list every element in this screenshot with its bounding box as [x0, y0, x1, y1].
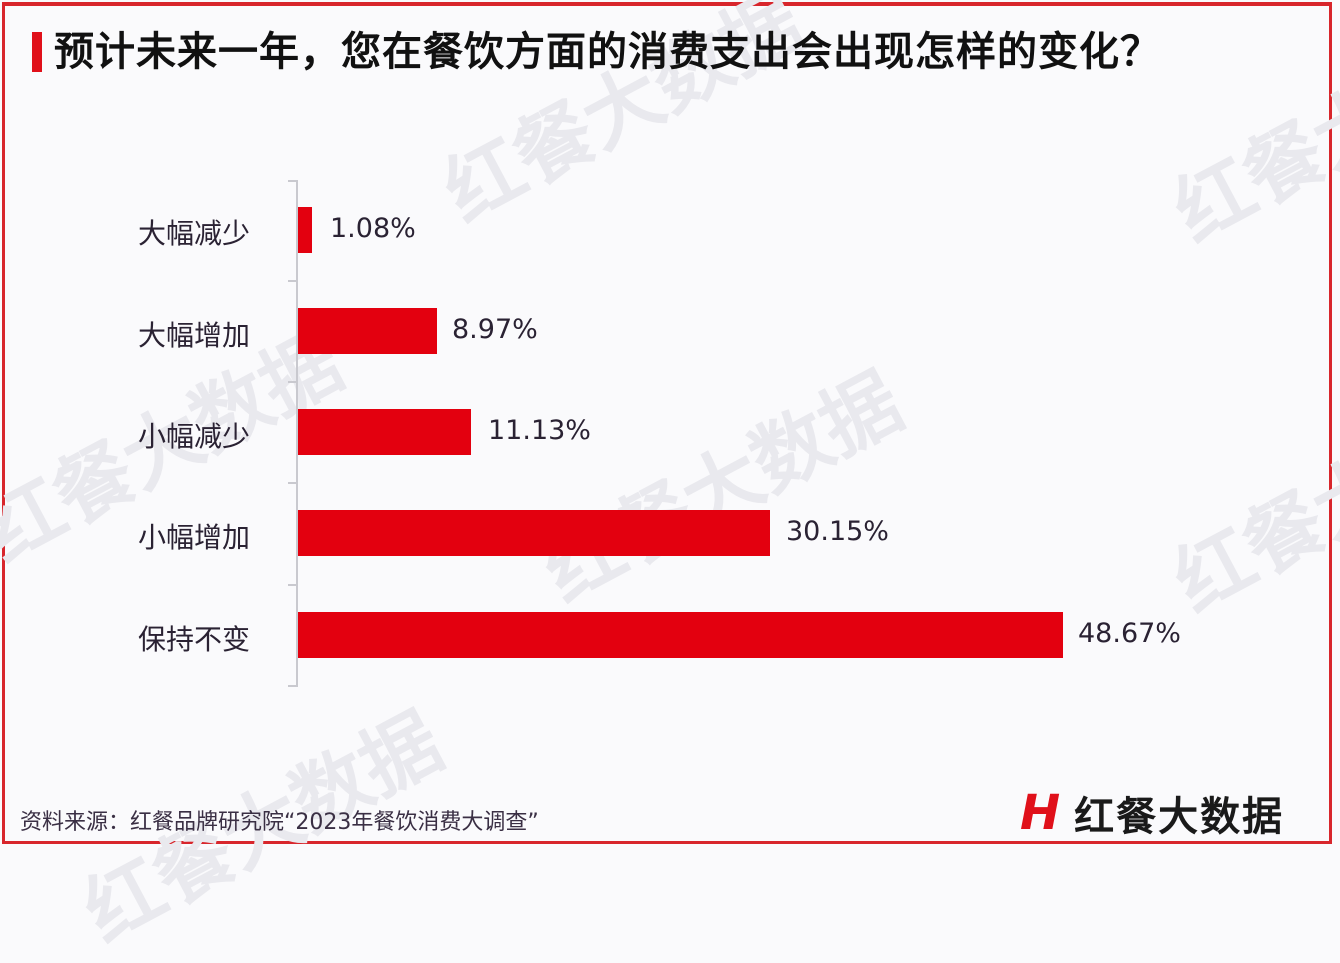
- axis-tick: [288, 482, 298, 484]
- axis-tick: [288, 180, 298, 182]
- logo-text: 红餐大数据: [1074, 794, 1285, 840]
- bar: [298, 409, 471, 455]
- value-label: 8.97%: [452, 314, 538, 345]
- value-label: 11.13%: [488, 415, 591, 446]
- y-axis: [296, 180, 298, 686]
- logo-h-icon: H: [1020, 785, 1061, 841]
- title-accent-bar: [32, 32, 42, 72]
- watermark: 红餐大数据: [529, 356, 917, 620]
- source-note: 资料来源：红餐品牌研究院“2023年餐饮消费大调查”: [20, 810, 539, 835]
- value-label: 30.15%: [786, 516, 889, 547]
- value-label: 48.67%: [1078, 618, 1181, 649]
- axis-tick: [288, 685, 298, 687]
- category-label: 保持不变: [138, 623, 251, 656]
- category-label: 小幅减少: [138, 420, 251, 453]
- axis-tick: [288, 381, 298, 383]
- category-label: 大幅增加: [138, 319, 251, 352]
- axis-tick: [288, 584, 298, 586]
- value-label: 1.08%: [330, 213, 416, 244]
- bar: [298, 510, 770, 556]
- bar: [298, 308, 437, 354]
- chart-title: 预计未来一年，您在餐饮方面的消费支出会出现怎样的变化？: [54, 29, 1161, 75]
- brand-logo: H 红餐大数据: [1020, 784, 1284, 842]
- bar: [298, 612, 1063, 658]
- category-label: 大幅减少: [138, 217, 251, 250]
- bar: [298, 207, 312, 253]
- category-label: 小幅增加: [138, 521, 251, 554]
- watermark: 红餐大数据: [1159, 366, 1340, 630]
- axis-tick: [288, 280, 298, 282]
